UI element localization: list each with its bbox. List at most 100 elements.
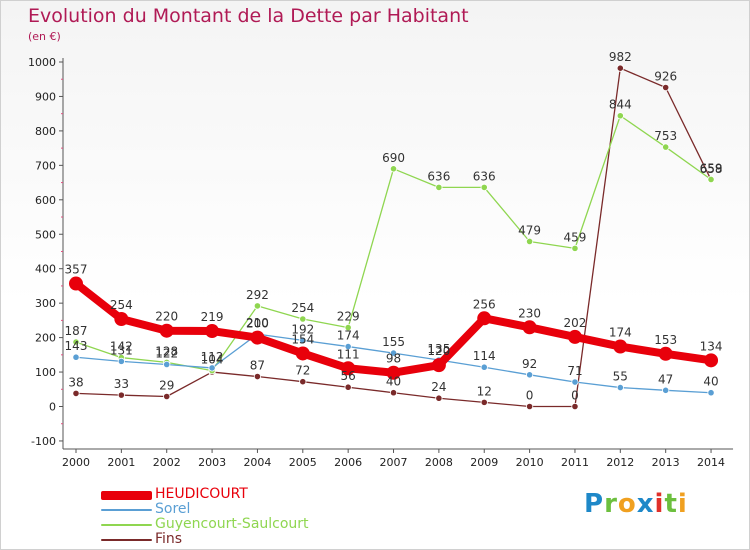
y-tick-label: 900 [35,90,56,103]
legend-label-guyencourt-saulcourt: Guyencourt-Saulcourt [155,516,309,532]
data-label-fins: 72 [295,364,310,378]
x-tick-label: 2001 [107,456,135,469]
data-label-heudicourt: 174 [609,326,632,340]
data-point-heudicourt [386,365,401,380]
data-point-sorel [616,383,624,392]
data-label-guyencourt-saulcourt: 659 [700,161,723,175]
logo-letter: i [654,489,665,519]
data-label-heudicourt: 200 [246,317,269,331]
data-label-fins: 658 [700,162,723,176]
data-label-heudicourt: 254 [110,298,133,312]
legend-swatch-fins [101,539,152,541]
data-label-guyencourt-saulcourt: 636 [473,169,496,183]
data-point-fins [571,402,579,411]
data-label-sorel: 192 [291,322,314,336]
data-label-heudicourt: 230 [518,306,541,320]
logo-letter: x [636,489,655,519]
data-point-heudicourt [477,311,492,326]
data-label-guyencourt-saulcourt: 292 [246,288,269,302]
y-tick-label: 400 [35,263,56,276]
y-tick-label: 500 [35,228,56,241]
data-point-guyencourt-saulcourt [72,338,80,346]
data-label-fins: 24 [431,380,446,394]
data-label-sorel: 174 [337,329,360,343]
data-point-heudicourt [250,330,265,345]
data-point-sorel [707,389,715,397]
data-label-heudicourt: 153 [654,333,677,347]
data-point-guyencourt-saulcourt [389,165,398,173]
data-label-sorel: 122 [155,346,178,360]
data-label-sorel: 55 [613,370,628,384]
y-tick-label: 1000 [28,56,56,69]
data-point-sorel [480,363,488,371]
data-label-heudicourt: 98 [386,352,401,366]
data-point-fins [299,378,307,386]
x-tick-label: 2006 [334,456,362,469]
legend-swatch-guyencourt-saulcourt [101,524,152,526]
data-label-guyencourt-saulcourt: 128 [155,344,178,358]
data-label-sorel: 135 [427,342,450,356]
data-label-guyencourt-saulcourt: 229 [337,310,360,324]
y-tick-label: -100 [31,435,56,448]
data-label-sorel: 112 [201,350,224,364]
data-point-heudicourt [613,339,628,354]
data-label-fins: 0 [526,389,534,403]
data-point-guyencourt-saulcourt [344,324,352,332]
data-point-fins [344,383,352,391]
y-tick-label: 200 [35,332,56,345]
data-point-fins [253,372,262,381]
data-point-heudicourt [69,276,83,291]
data-label-sorel: 47 [658,372,673,386]
logo-letter: r [604,489,618,519]
data-label-guyencourt-saulcourt: 254 [291,301,314,315]
data-label-sorel: 114 [473,349,496,363]
data-point-guyencourt-saulcourt [299,315,307,323]
data-point-sorel [344,342,352,351]
data-label-fins: 29 [159,379,174,393]
data-point-heudicourt [205,324,220,339]
x-tick-label: 2012 [606,456,634,469]
data-label-heudicourt: 111 [337,347,360,361]
data-label-guyencourt-saulcourt: 753 [654,129,677,143]
x-tick-label: 2008 [425,456,453,469]
data-point-heudicourt [522,320,537,335]
x-tick-label: 2004 [243,456,271,469]
x-tick-label: 2011 [561,456,589,469]
data-point-fins [72,389,80,398]
data-label-heudicourt: 357 [65,263,88,277]
data-point-fins [163,392,171,401]
legend-swatch-sorel [101,509,152,511]
data-point-fins [662,83,670,92]
legend-label-sorel: Sorel [155,501,191,517]
data-point-sorel [208,364,216,372]
data-label-heudicourt: 219 [201,310,224,324]
x-tick-label: 2002 [153,456,181,469]
y-tick-label: 100 [35,366,56,379]
data-label-fins: 56 [341,369,356,383]
x-tick-label: 2010 [516,456,544,469]
data-label-sorel: 143 [65,339,88,353]
data-point-fins [616,64,624,72]
data-label-guyencourt-saulcourt: 479 [518,223,541,237]
data-point-guyencourt-saulcourt [253,302,262,310]
data-point-heudicourt [295,346,310,361]
data-label-heudicourt: 256 [473,297,496,311]
data-label-sorel: 131 [110,343,133,357]
data-point-guyencourt-saulcourt [571,244,579,252]
data-label-guyencourt-saulcourt: 636 [427,169,450,183]
x-tick-label: 2013 [652,456,680,469]
legend-swatch-heudicourt [101,491,152,500]
data-point-sorel [525,371,534,379]
x-tick-label: 2007 [380,456,408,469]
data-label-fins: 12 [477,384,492,398]
data-label-sorel: 40 [703,375,718,389]
logo-letter: t [664,489,678,519]
data-point-guyencourt-saulcourt [480,183,488,191]
data-point-heudicourt [159,323,174,338]
x-tick-label: 2003 [198,456,226,469]
data-point-heudicourt [431,358,446,373]
data-label-guyencourt-saulcourt: 844 [609,98,632,112]
data-label-fins: 87 [250,359,265,373]
x-tick-label: 2000 [62,456,90,469]
